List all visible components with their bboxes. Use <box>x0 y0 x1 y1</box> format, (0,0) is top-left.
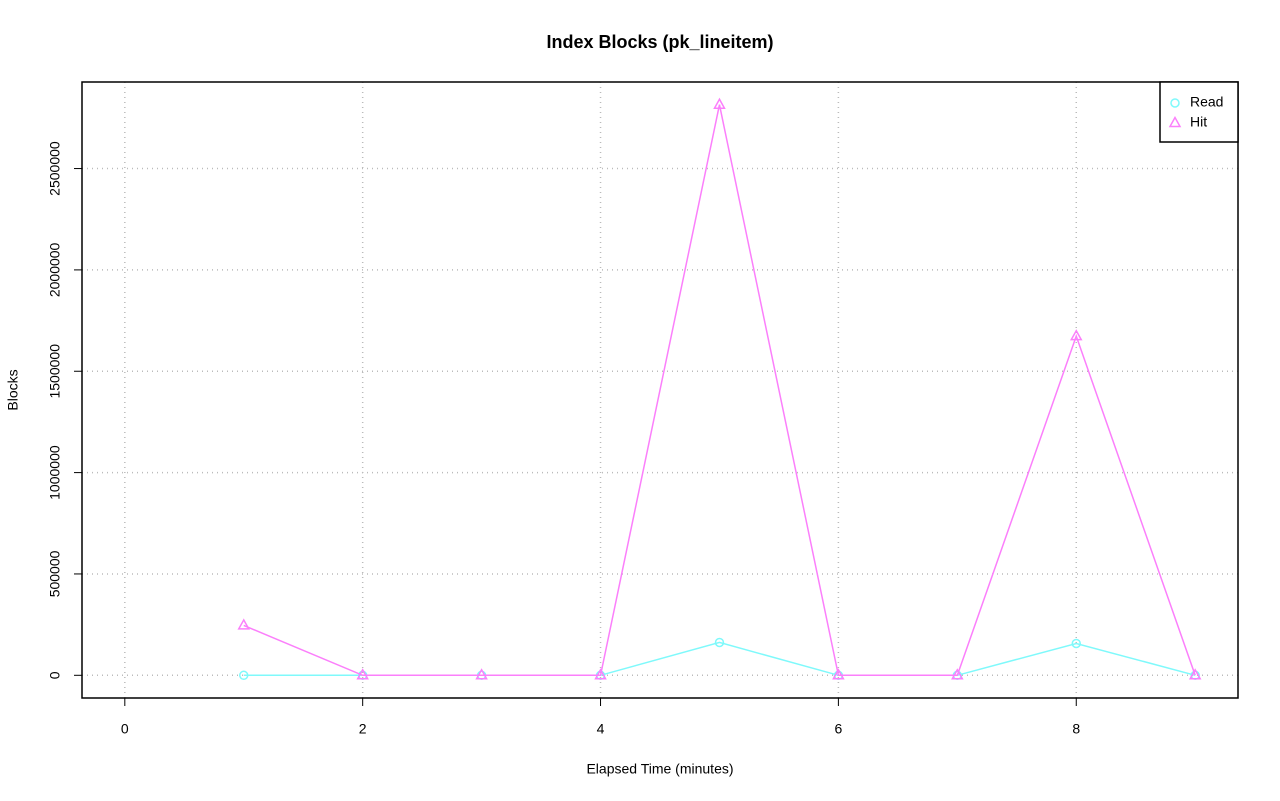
y-tick-label: 500000 <box>47 550 63 597</box>
marker <box>1188 668 1202 680</box>
y-tick-label: 2000000 <box>47 242 63 297</box>
series-line <box>243 641 1196 677</box>
marker <box>951 668 964 680</box>
y-axis-label: Blocks <box>5 369 21 410</box>
legend-marker <box>1168 115 1182 128</box>
x-tick-label: 2 <box>359 721 367 737</box>
x-tick-label: 8 <box>1072 721 1080 737</box>
y-tick-label: 1000000 <box>47 445 63 500</box>
marker <box>356 668 369 680</box>
marker <box>594 668 607 680</box>
y-tick-label: 0 <box>47 671 63 679</box>
marker <box>238 670 249 681</box>
legend-box <box>1159 81 1239 143</box>
x-tick-label: 4 <box>597 721 605 737</box>
series-line <box>243 104 1196 677</box>
x-axis-label: Elapsed Time (minutes) <box>586 761 733 777</box>
x-tick-label: 0 <box>121 721 129 737</box>
x-tick-label: 6 <box>834 721 842 737</box>
legend-label: Hit <box>1190 114 1207 130</box>
marker <box>1069 329 1083 341</box>
legend-label: Read <box>1190 94 1223 110</box>
marker <box>475 668 488 680</box>
marker <box>832 668 845 680</box>
plot-frame <box>81 81 1239 699</box>
chart-title: Index Blocks (pk_lineitem) <box>546 32 773 52</box>
y-tick-label: 1500000 <box>47 344 63 399</box>
legend-marker <box>1170 98 1180 108</box>
marker <box>713 97 726 109</box>
marker <box>237 618 251 630</box>
y-tick-label: 2500000 <box>47 141 63 196</box>
marker <box>714 637 725 648</box>
marker <box>1071 638 1082 649</box>
